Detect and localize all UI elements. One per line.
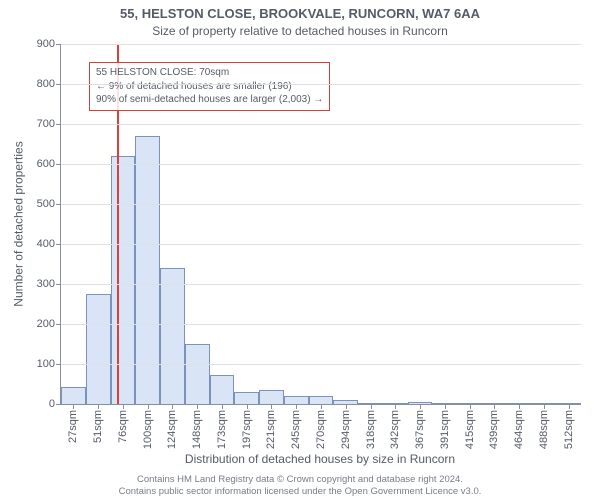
x-tick-mark [98,404,99,409]
x-tick-mark [569,404,570,409]
histogram-chart: 55, HELSTON CLOSE, BROOKVALE, RUNCORN, W… [0,0,600,500]
x-tick-mark [123,404,124,409]
y-tick-label: 900 [37,38,61,50]
bar [259,390,284,404]
callout-line-2: ← 9% of detached houses are smaller (196… [96,80,323,94]
x-tick-label: 148sqm [191,410,203,449]
y-tick-label: 100 [37,358,61,370]
y-gridline [61,84,581,85]
bar [111,156,136,404]
x-tick-label: 488sqm [538,410,550,449]
x-tick-label: 245sqm [290,410,302,449]
callout-line-3: 90% of semi-detached houses are larger (… [96,93,323,107]
y-tick-label: 500 [37,198,61,210]
x-tick-label: 27sqm [67,410,79,443]
x-tick-label: 124sqm [166,410,178,449]
x-axis-label: Distribution of detached houses by size … [60,452,580,466]
x-tick-label: 342sqm [389,410,401,449]
bar [284,396,309,404]
bar [61,387,86,404]
callout-line-1: 55 HELSTON CLOSE: 70sqm [96,66,323,80]
x-tick-label: 197sqm [241,410,253,449]
y-gridline [61,244,581,245]
footer-line-1: Contains HM Land Registry data © Crown c… [0,474,600,485]
chart-subtitle: Size of property relative to detached ho… [0,24,600,38]
y-gridline [61,204,581,205]
y-gridline [61,364,581,365]
x-tick-label: 439sqm [488,410,500,449]
y-tick-label: 400 [37,238,61,250]
bar [185,344,210,404]
x-tick-label: 221sqm [265,410,277,449]
bar [160,268,185,404]
x-tick-mark [420,404,421,409]
y-tick-label: 600 [37,158,61,170]
y-gridline [61,124,581,125]
x-tick-mark [519,404,520,409]
x-tick-label: 270sqm [315,410,327,449]
bar [309,396,334,404]
y-gridline [61,324,581,325]
y-tick-label: 0 [49,398,61,410]
x-tick-mark [395,404,396,409]
x-tick-mark [172,404,173,409]
y-tick-label: 700 [37,118,61,130]
x-tick-mark [222,404,223,409]
x-tick-mark [544,404,545,409]
bar [210,375,235,404]
x-tick-label: 512sqm [563,410,575,449]
x-tick-label: 367sqm [414,410,426,449]
y-tick-label: 200 [37,318,61,330]
x-tick-mark [271,404,272,409]
x-tick-mark [148,404,149,409]
y-tick-label: 800 [37,78,61,90]
x-tick-mark [73,404,74,409]
callout-box: 55 HELSTON CLOSE: 70sqm ← 9% of detached… [89,62,330,111]
x-tick-label: 51sqm [92,410,104,443]
x-tick-mark [346,404,347,409]
x-tick-mark [296,404,297,409]
x-tick-mark [445,404,446,409]
x-tick-mark [470,404,471,409]
chart-title: 55, HELSTON CLOSE, BROOKVALE, RUNCORN, W… [0,6,600,21]
y-gridline [61,164,581,165]
x-tick-mark [371,404,372,409]
footer-line-2: Contains public sector information licen… [0,486,600,497]
footer: Contains HM Land Registry data © Crown c… [0,474,600,497]
x-tick-mark [247,404,248,409]
x-tick-label: 464sqm [513,410,525,449]
x-tick-label: 391sqm [439,410,451,449]
x-tick-label: 294sqm [340,410,352,449]
plot-area: 55 HELSTON CLOSE: 70sqm ← 9% of detached… [60,44,581,405]
x-tick-label: 100sqm [142,410,154,449]
y-tick-label: 300 [37,278,61,290]
bar [234,392,259,404]
x-tick-mark [197,404,198,409]
y-axis-label: Number of detached properties [12,44,26,404]
x-tick-label: 318sqm [365,410,377,449]
y-gridline [61,284,581,285]
x-tick-mark [321,404,322,409]
y-gridline [61,44,581,45]
x-tick-label: 76sqm [117,410,129,443]
x-tick-mark [494,404,495,409]
x-tick-label: 173sqm [216,410,228,449]
x-tick-label: 415sqm [464,410,476,449]
bar [86,294,111,404]
